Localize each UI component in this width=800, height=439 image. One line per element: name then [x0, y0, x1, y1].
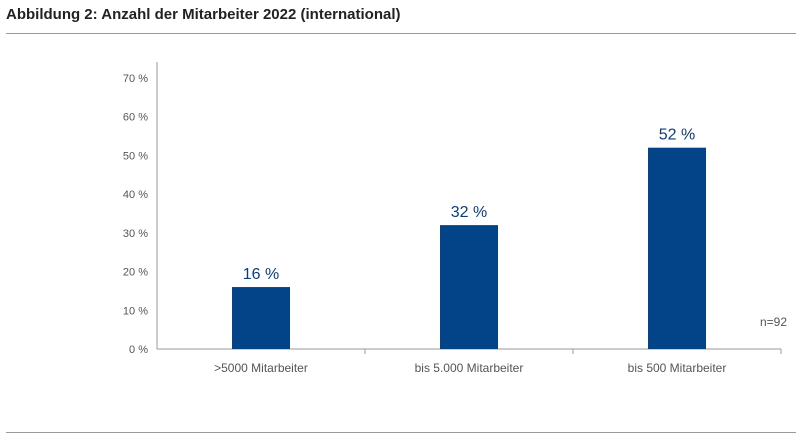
- bar: [648, 147, 706, 349]
- y-tick-label: 40 %: [123, 189, 148, 201]
- data-label: 32 %: [451, 204, 487, 221]
- x-category-label: >5000 Mitarbeiter: [214, 361, 308, 375]
- x-category-label: bis 500 Mitarbeiter: [628, 361, 727, 375]
- y-tick-label: 70 %: [123, 73, 148, 85]
- y-tick-label: 0 %: [129, 344, 148, 356]
- data-label: 16 %: [243, 266, 279, 283]
- data-labels: 16 % 32 % 52 %: [243, 127, 695, 283]
- figure-title: Abbildung 2: Anzahl der Mitarbeiter 2022…: [6, 6, 401, 23]
- y-tick-label: 50 %: [123, 150, 148, 162]
- y-tick-label: 30 %: [123, 228, 148, 240]
- y-tick-label: 60 %: [123, 112, 148, 124]
- bottom-divider: [6, 432, 796, 433]
- y-axis: 0 % 10 % 20 % 30 % 40 % 50 % 60 % 70 %: [123, 62, 158, 356]
- x-axis: >5000 Mitarbeiter bis 5.000 Mitarbeiter bi…: [157, 348, 782, 375]
- y-tick-label: 10 %: [123, 305, 148, 317]
- sample-size-note: n=92: [760, 315, 787, 329]
- bars: [232, 147, 706, 349]
- x-category-label: bis 5.000 Mitarbeiter: [415, 361, 524, 375]
- bar: [440, 225, 498, 349]
- data-label: 52 %: [659, 127, 695, 144]
- bar: [232, 287, 290, 349]
- top-divider: [6, 33, 796, 34]
- y-tick-label: 20 %: [123, 267, 148, 279]
